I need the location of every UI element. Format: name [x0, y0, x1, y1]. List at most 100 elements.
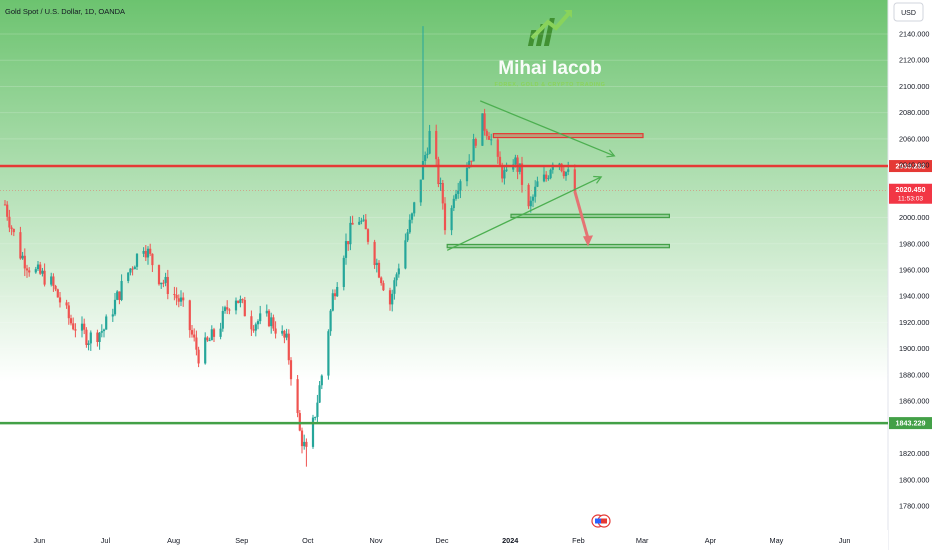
candle-body: [382, 283, 385, 291]
price-tick-label: 1800.000: [899, 475, 929, 484]
candle-body: [272, 317, 275, 329]
time-tick-label: May: [770, 536, 784, 545]
candle-body: [470, 160, 473, 162]
candle-body: [298, 413, 301, 431]
candle-body: [281, 330, 284, 334]
candle-body: [237, 300, 240, 303]
candle-body: [377, 262, 381, 278]
candle-body: [241, 299, 244, 301]
candle-body: [481, 113, 484, 146]
candle-body: [564, 171, 568, 177]
candle-body: [85, 329, 88, 345]
candle-body: [483, 113, 486, 131]
candle-body: [39, 264, 42, 274]
candle-body: [72, 323, 75, 330]
time-tick-label: Aug: [167, 536, 180, 545]
candle-body: [468, 160, 471, 168]
candle-body: [380, 277, 383, 284]
price-tick-label: 2000.000: [899, 213, 929, 222]
candle-body: [190, 330, 194, 335]
candle-body: [43, 270, 46, 285]
candle-body: [208, 340, 211, 342]
candle-body: [111, 314, 114, 317]
candle-body: [80, 323, 84, 331]
price-tick-label: 1780.000: [899, 502, 929, 511]
time-tick-label: Feb: [572, 536, 585, 545]
candle-body: [204, 337, 207, 364]
candle-body: [52, 276, 55, 286]
price-axis[interactable]: 2140.000 2120.000 2100.000 2080.000 2060.000…: [899, 30, 929, 511]
candle-body: [542, 174, 546, 182]
drawing-layer[interactable]: 2039.282 1843.229 2020.450 11:53:03: [0, 100, 932, 430]
candle-body: [289, 360, 293, 380]
time-tick-label: 2024: [502, 536, 519, 545]
candle-body: [146, 248, 150, 258]
candle-body: [496, 139, 499, 157]
price-tick-label: 1980.000: [899, 239, 929, 248]
candle-body: [318, 385, 321, 403]
candle-body: [366, 229, 370, 242]
candle-body: [457, 190, 460, 194]
candle-body: [56, 289, 59, 298]
candle-body: [102, 329, 106, 332]
candle-body: [3, 204, 7, 206]
candle-body: [426, 153, 429, 156]
candle-body: [89, 332, 92, 344]
candle-body: [360, 220, 363, 222]
trendline[interactable]: [446, 176, 602, 251]
current-price-badge: [889, 183, 932, 204]
price-tick-label: 1940.000: [899, 292, 929, 301]
candle-body: [285, 333, 288, 338]
candle-body: [234, 300, 238, 311]
candle-body: [54, 285, 57, 290]
candle-body: [303, 441, 306, 447]
trendline[interactable]: [479, 100, 615, 157]
candle-body: [113, 299, 117, 315]
currency-button[interactable]: USD: [893, 2, 924, 22]
time-tick-label: Nov: [370, 536, 383, 545]
level-price-label: 2039.282: [896, 162, 926, 171]
price-axis-area: [888, 0, 932, 550]
candle-body: [212, 329, 216, 337]
projection-arrow[interactable]: [573, 190, 590, 239]
candle-body: [25, 268, 29, 271]
time-axis[interactable]: Jun Jul Aug Sep Oct Nov Dec 2024 Feb Mar Apr May Jun: [34, 536, 851, 545]
candle-body: [118, 291, 121, 300]
candle-body: [300, 430, 304, 447]
support-zone[interactable]: [510, 213, 670, 219]
candle-body: [259, 313, 262, 322]
watermark-name: Mihai Iacob: [498, 58, 601, 79]
candle-body: [157, 265, 161, 285]
candle-body: [320, 375, 323, 386]
candle-body: [452, 198, 455, 209]
candle-body: [120, 280, 123, 300]
candle-body: [36, 264, 40, 270]
time-tick-label: Dec: [436, 536, 449, 545]
price-tick-label: 2100.000: [899, 82, 929, 91]
candle-body: [410, 213, 414, 220]
price-tick-label: 1960.000: [899, 266, 929, 275]
trendline-arrow-head: [606, 149, 616, 158]
candle-body: [435, 130, 438, 160]
candle-body: [408, 219, 411, 233]
candle-body: [98, 332, 101, 342]
candle-body: [254, 324, 257, 331]
candle-body: [518, 163, 521, 172]
candle-body: [514, 157, 517, 165]
candle-body: [424, 155, 427, 161]
candle-body: [527, 184, 530, 207]
candle-body: [274, 328, 277, 334]
candle-body: [83, 323, 86, 330]
candle-body: [437, 159, 440, 185]
support-zone[interactable]: [446, 243, 671, 249]
time-tick-label: Jul: [101, 536, 111, 545]
candle-body: [391, 293, 394, 305]
candle-body: [188, 300, 191, 331]
time-axis-area: [0, 530, 888, 550]
candle-body: [454, 193, 458, 199]
candle-body: [441, 183, 444, 204]
candle-body: [388, 290, 392, 305]
events-flag-icon[interactable]: [591, 514, 611, 528]
candle-body: [562, 171, 565, 177]
